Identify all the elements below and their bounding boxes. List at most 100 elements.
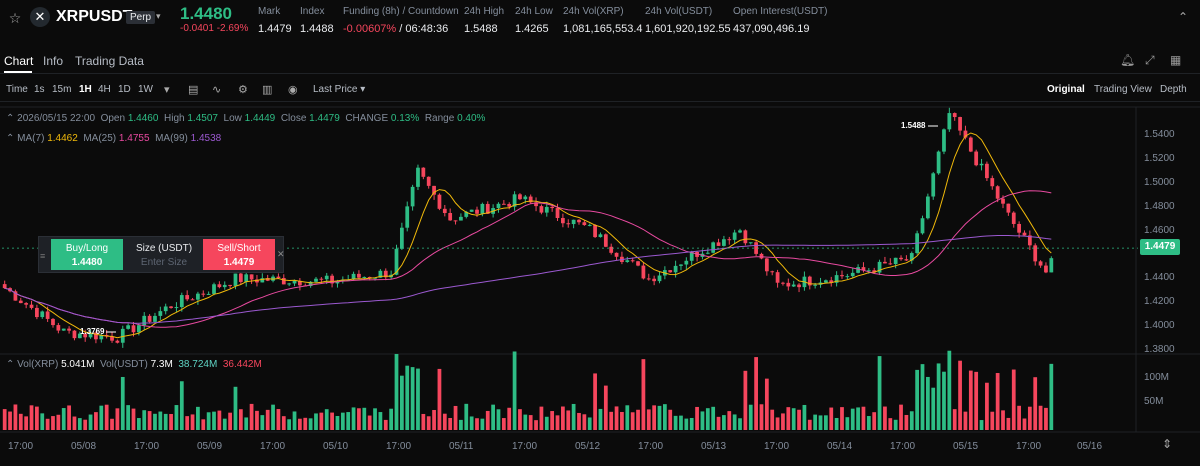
- time-axis-tick: 17:00: [260, 441, 286, 452]
- interval-1h[interactable]: 1H: [79, 84, 92, 95]
- alert-bell-icon[interactable]: 🔔︎: [1120, 53, 1136, 67]
- candle-body: [936, 151, 941, 174]
- volume-bar: [437, 368, 442, 430]
- candle-body: [196, 293, 200, 300]
- candle-body: [566, 223, 571, 225]
- candle-body: [421, 167, 426, 177]
- record-icon[interactable]: ◉: [288, 84, 298, 96]
- indicator-icon[interactable]: ∿: [212, 84, 222, 96]
- candle-body: [523, 196, 528, 200]
- volume-bar: [689, 417, 694, 430]
- candle-body: [475, 209, 479, 214]
- chevron-up-icon[interactable]: ⌃: [1177, 10, 1188, 24]
- volume-bar: [244, 417, 249, 430]
- candle-body: [99, 335, 104, 340]
- candle-body: [287, 283, 292, 285]
- candle-body: [190, 299, 195, 301]
- calendar-icon[interactable]: ▤: [188, 84, 199, 96]
- scale-settings-icon[interactable]: ⇕: [1162, 437, 1173, 451]
- price-axis-tick: 1.5400: [1144, 129, 1175, 140]
- pair-dropdown-icon[interactable]: ▾: [156, 11, 161, 21]
- collapse-icon[interactable]: ⌃: [6, 113, 18, 124]
- interval-1d[interactable]: 1D: [118, 84, 131, 95]
- volume-bar: [985, 382, 989, 430]
- price-change: -0.0401 -2.69%: [180, 23, 249, 34]
- sell-short-button[interactable]: Sell/Short 1.4479: [203, 239, 275, 270]
- ma-legend: ⌃ MA(7) 1.4462 MA(25) 1.4755 MA(99) 1.45…: [6, 133, 222, 144]
- candle-body: [904, 259, 909, 261]
- volume-bar: [614, 406, 619, 430]
- view-tradingview[interactable]: Trading View: [1094, 84, 1152, 95]
- collapse-icon[interactable]: ⌃: [6, 133, 18, 144]
- candle-body: [335, 281, 340, 284]
- expand-icon[interactable]: ⤢: [1145, 53, 1155, 67]
- volume-bar: [475, 418, 479, 430]
- candle-body: [861, 267, 866, 271]
- tab-chart[interactable]: Chart: [4, 54, 34, 68]
- candle-body: [518, 194, 522, 200]
- candle-body: [942, 129, 946, 152]
- candle-body: [67, 328, 71, 331]
- ohlc-legend: ⌃ 2026/05/15 22:00 Open 1.4460 High 1.45…: [6, 113, 486, 124]
- volume-bar: [233, 386, 238, 430]
- time-axis-tick: 17:00: [386, 441, 412, 452]
- candle-body: [501, 203, 506, 205]
- volume-bar: [340, 412, 345, 430]
- candle-body: [314, 278, 318, 282]
- collapse-icon[interactable]: ⌃: [6, 359, 18, 370]
- price-type-select[interactable]: Last Price ▾: [313, 84, 366, 95]
- volume-bar: [383, 419, 388, 430]
- volume-bar: [754, 357, 758, 430]
- candle-body: [958, 117, 962, 131]
- interval-15m[interactable]: 15m: [52, 84, 72, 95]
- candle-body: [185, 295, 190, 300]
- candle-body: [405, 206, 410, 228]
- volume-bar: [222, 418, 227, 430]
- candle-body: [292, 280, 297, 284]
- volume-bar: [727, 411, 732, 430]
- candle-body: [909, 253, 914, 261]
- interval-dropdown-icon[interactable]: ▾: [164, 84, 170, 96]
- chart-type-icon[interactable]: ▥: [262, 84, 273, 96]
- volume-bar: [330, 412, 334, 430]
- candle-body: [630, 260, 635, 262]
- grid-layout-icon[interactable]: ▦: [1170, 53, 1182, 67]
- interval-1w[interactable]: 1W: [138, 84, 153, 95]
- tab-trading-data[interactable]: Trading Data: [75, 54, 144, 68]
- favorite-star-icon[interactable]: ☆: [8, 10, 22, 26]
- price-axis-tick: 1.5000: [1144, 177, 1175, 188]
- candle-body: [324, 275, 329, 280]
- view-original[interactable]: Original: [1047, 84, 1085, 95]
- volume-bar: [1001, 410, 1005, 430]
- candle-body: [1017, 223, 1021, 233]
- volume-bar: [791, 408, 796, 430]
- candle-body: [147, 315, 152, 322]
- stat-open-interest: Open Interest(USDT) 437,090,496.19: [733, 6, 828, 35]
- size-input[interactable]: Size (USDT) Enter Size: [135, 243, 193, 268]
- candle-body: [244, 274, 249, 282]
- candle-body: [995, 186, 1000, 199]
- drag-handle-icon[interactable]: ≡: [40, 251, 46, 261]
- tab-info[interactable]: Info: [43, 54, 64, 68]
- volume-bar: [201, 419, 206, 430]
- volume-bar: [743, 370, 748, 430]
- volume-bar: [571, 403, 576, 430]
- interval-1s[interactable]: 1s: [34, 84, 45, 95]
- contract-type-badge: Perp: [126, 11, 156, 24]
- interval-4h[interactable]: 4H: [98, 84, 111, 95]
- volume-bar: [131, 408, 136, 430]
- volume-bar: [238, 409, 243, 430]
- volume-bar: [679, 415, 683, 430]
- candle-body: [544, 206, 549, 213]
- pair-name[interactable]: XRPUSDT: [56, 8, 133, 25]
- view-depth[interactable]: Depth: [1160, 84, 1187, 95]
- buy-long-button[interactable]: Buy/Long 1.4480: [51, 239, 123, 270]
- settings-icon[interactable]: ⚙: [238, 84, 248, 96]
- close-icon[interactable]: ✕: [277, 249, 285, 259]
- price-axis-tick: 1.4400: [1144, 272, 1175, 283]
- volume-bar: [764, 378, 769, 430]
- volume-bar: [292, 411, 297, 430]
- volume-bar: [872, 412, 877, 430]
- candle-body: [813, 284, 818, 286]
